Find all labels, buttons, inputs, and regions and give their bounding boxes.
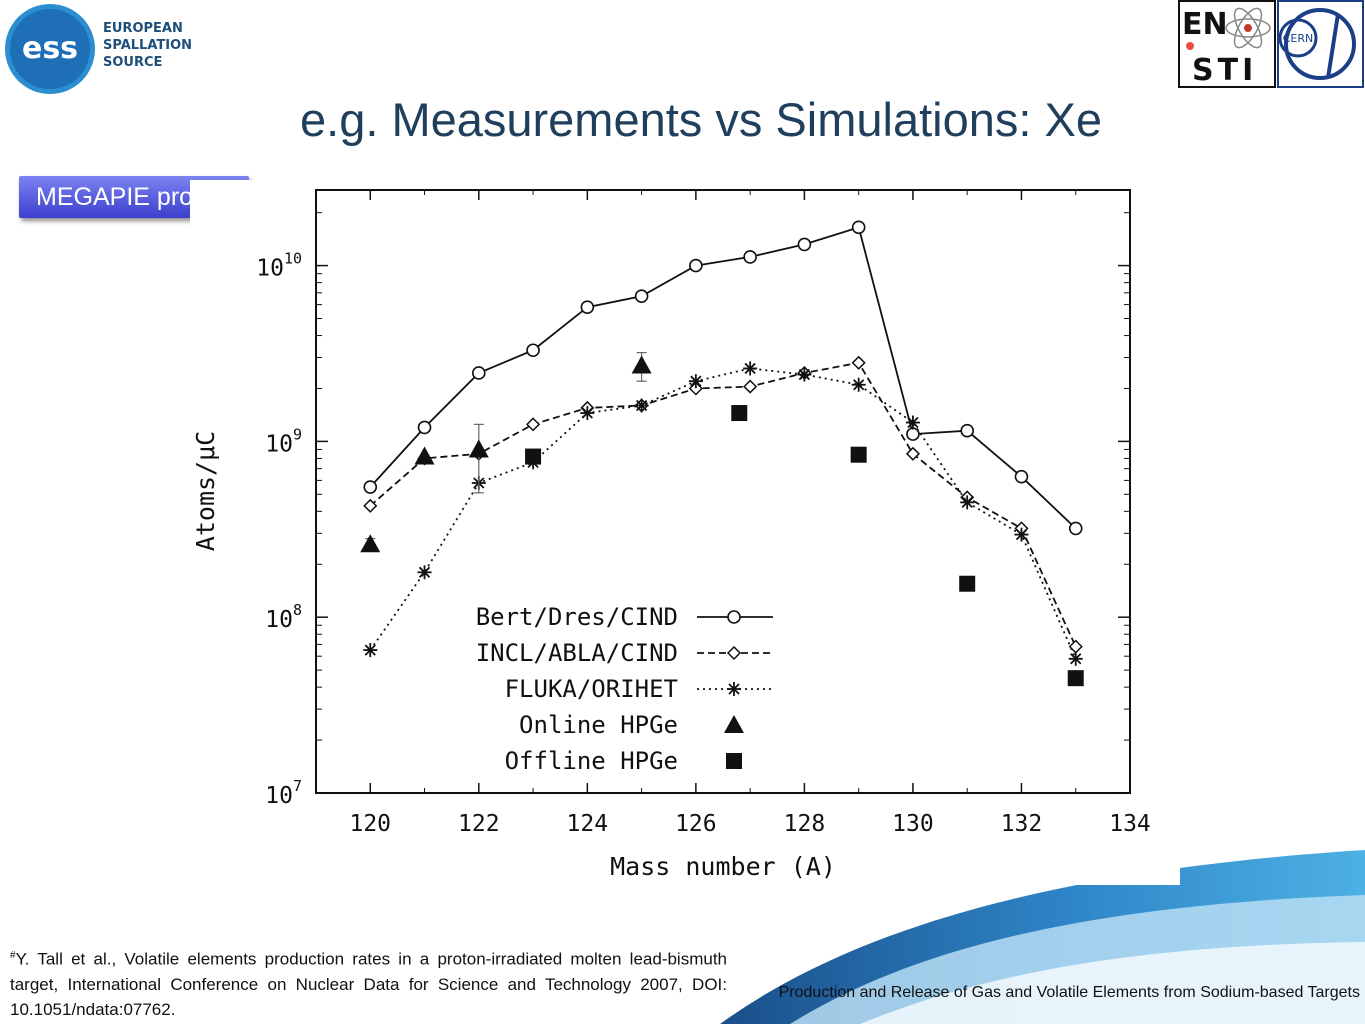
x-tick-label: 124: [567, 811, 609, 837]
x-tick-label: 126: [675, 811, 717, 837]
ess-logo: ess: [5, 4, 95, 94]
data-point: [851, 220, 866, 235]
legend-label: Bert/Dres/CIND: [476, 603, 678, 631]
series-4: [525, 405, 1084, 687]
ess-logo-wordmark: EUROPEAN SPALLATION SOURCE: [103, 21, 193, 70]
data-point: [731, 405, 748, 422]
y-tick-label: 108: [265, 601, 302, 633]
data-point: [743, 361, 758, 376]
en-label: EN: [1182, 7, 1228, 42]
data-point: [797, 367, 812, 382]
data-point: [851, 355, 866, 370]
reference-footnote: #Y. Tall et al., Volatile elements produ…: [10, 943, 727, 1022]
xe-production-chart: 120 122 124 126 128 130 132 134 107 108 109 1010 Be…: [190, 180, 1180, 885]
data-point: [363, 480, 378, 494]
data-point: [960, 495, 975, 510]
data-point: [1014, 527, 1029, 542]
y-tick-label: 107: [265, 777, 302, 809]
data-point: [905, 446, 920, 461]
series-2: [363, 361, 1083, 666]
cern-label: CERN: [1283, 32, 1314, 45]
x-tick-label: 134: [1109, 811, 1151, 837]
legend-label: Offline HPGe: [505, 747, 678, 775]
data-point: [688, 374, 703, 389]
data-point: [526, 343, 540, 358]
data-point: [631, 355, 652, 374]
x-tick-label: 122: [458, 811, 500, 837]
data-point: [1068, 651, 1083, 666]
data-point: [417, 420, 432, 435]
x-tick-label: 128: [784, 811, 826, 837]
data-point: [468, 439, 489, 458]
data-point: [525, 448, 542, 465]
y-tick-label: 109: [265, 425, 302, 457]
legend-marker: [726, 753, 742, 769]
data-point: [363, 643, 378, 658]
data-point: [634, 289, 649, 303]
data-point: [363, 498, 378, 513]
legend-label: INCL/ABLA/CIND: [476, 639, 678, 667]
legend-marker: [726, 645, 742, 661]
data-point: [1014, 469, 1029, 484]
x-axis-label: Mass number (A): [610, 852, 836, 881]
x-tick-label: 130: [892, 811, 934, 837]
series-line: [369, 226, 1077, 530]
legend-marker: [727, 682, 741, 696]
data-point: [743, 379, 758, 394]
sti-label: STI: [1192, 53, 1257, 88]
data-point: [634, 398, 649, 413]
y-axis-label: Atoms/μC: [191, 431, 220, 551]
ess-logo-badge: ess: [22, 31, 78, 66]
data-point: [417, 565, 432, 580]
legend-marker: [724, 715, 744, 733]
x-tick-label: 132: [1001, 811, 1043, 837]
footnote-mark: #: [10, 950, 16, 961]
data-point: [688, 381, 703, 396]
footnote-text: Y. Tall et al., Volatile elements produc…: [10, 949, 727, 1019]
data-point: [960, 423, 975, 438]
data-point: [743, 250, 757, 264]
data-point: [414, 446, 435, 465]
data-point: [1068, 521, 1083, 536]
series-line: [369, 367, 1077, 660]
data-point: [360, 534, 381, 553]
data-point: [905, 415, 920, 430]
slide-title: e.g. Measurements vs Simulations: Xe: [300, 93, 1102, 146]
y-tick-label: 1010: [256, 250, 302, 282]
data-point: [851, 377, 866, 392]
x-tick-label: 120: [349, 811, 391, 837]
en-sti-cern-logo: EN STI CERN: [1178, 0, 1364, 88]
data-point: [471, 366, 486, 380]
footer-talk-title: Production and Release of Gas and Volati…: [778, 984, 1360, 1001]
legend-marker: [727, 610, 741, 624]
series-0: [363, 220, 1083, 536]
data-point: [1067, 670, 1084, 687]
data-point: [580, 300, 595, 314]
data-point: [526, 417, 541, 432]
plot-frame: [315, 189, 1131, 794]
series-line: [369, 361, 1077, 647]
legend-label: Online HPGe: [519, 711, 678, 739]
data-point: [797, 237, 812, 252]
data-point: [580, 406, 595, 421]
data-point: [959, 575, 976, 592]
data-point: [689, 258, 703, 273]
data-point: [850, 446, 867, 463]
legend-label: FLUKA/ORIHET: [505, 675, 678, 703]
series-3: [360, 351, 652, 553]
